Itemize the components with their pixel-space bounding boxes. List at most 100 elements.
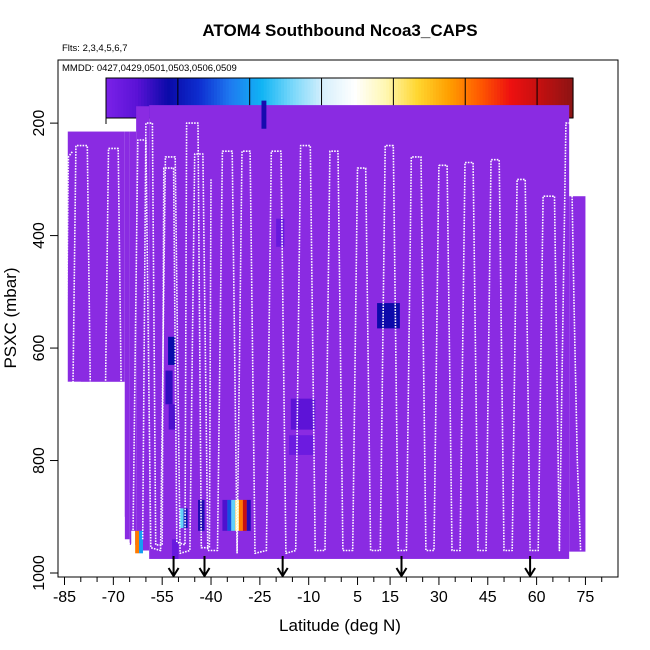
- colorbar-strip: [266, 78, 271, 118]
- colorbar-strip: [213, 78, 218, 118]
- colorbar-strip: [543, 78, 548, 118]
- hot-spot-cell: [179, 508, 184, 529]
- down-arrow-head: [167, 567, 180, 577]
- colorbar-strip: [173, 78, 177, 118]
- flight-profile-line: [141, 122, 212, 549]
- colorbar-strip: [281, 78, 285, 118]
- colorbar-strip: [146, 78, 151, 118]
- colorbar-strip: [292, 78, 297, 118]
- colorbar-strip: [351, 78, 355, 118]
- anomaly-cell: [171, 539, 179, 559]
- colorbar-strip: [202, 78, 206, 118]
- colorbar-strip: [240, 78, 244, 118]
- colorbar-strip: [485, 78, 489, 118]
- x-tick-label: -55: [151, 589, 174, 606]
- colorbar-strip: [263, 78, 268, 118]
- anomaly-cell: [165, 370, 173, 405]
- colorbar-strip: [228, 78, 233, 118]
- colorbar-strip: [324, 78, 329, 118]
- colorbar-strip: [427, 78, 431, 118]
- colorbar-strip: [383, 78, 387, 118]
- colorbar-strip: [514, 78, 519, 118]
- colorbar-strip: [348, 78, 352, 118]
- colorbar-strip: [225, 78, 230, 118]
- colorbar-strip: [304, 78, 308, 118]
- y-tick-label: 400: [31, 222, 48, 249]
- colorbar-strip: [190, 78, 195, 118]
- colorbar-strip: [275, 78, 279, 118]
- colorbar-strip: [502, 78, 507, 118]
- curtain-block: [136, 106, 150, 551]
- colorbar-strip: [345, 78, 349, 118]
- anomaly-cell: [289, 435, 314, 455]
- hot-spot-cell: [227, 499, 232, 531]
- colorbar-strip: [123, 78, 128, 118]
- x-tick-label: 45: [479, 589, 497, 606]
- colorbar-strip: [167, 78, 171, 118]
- colorbar-strip: [476, 78, 481, 118]
- colorbar-strip: [520, 78, 524, 118]
- colorbar-strip: [561, 78, 565, 118]
- flight-profile-line: [70, 139, 238, 555]
- colorbar-strip: [567, 78, 571, 118]
- x-axis-label: Latitude (deg N): [279, 616, 401, 635]
- missing-data-gap: [103, 488, 114, 554]
- curtain-block: [67, 131, 125, 382]
- colorbar-strip: [187, 78, 192, 118]
- colorbar-strip: [143, 78, 148, 118]
- x-tick-label: 75: [577, 589, 595, 606]
- colorbar-strip: [295, 78, 300, 118]
- colorbar-strip: [444, 78, 449, 118]
- colorbar-strip: [111, 78, 116, 118]
- colorbar-strip: [216, 78, 221, 118]
- colorbar-strip: [269, 78, 273, 118]
- colorbar-strip: [141, 78, 145, 118]
- colorbar-strip: [138, 78, 142, 118]
- anomaly-cell: [261, 100, 267, 129]
- colorbar-strip: [211, 78, 215, 118]
- anomaly-cell: [168, 336, 176, 365]
- colorbar-strip: [555, 78, 560, 118]
- colorbar-strip: [155, 78, 160, 118]
- colorbar-strip: [251, 78, 256, 118]
- colorbar-strip: [546, 78, 551, 118]
- colorbar-strip: [161, 78, 165, 118]
- colorbar-strip: [394, 78, 399, 118]
- plot-frame: [57, 59, 619, 578]
- x-tick-label: -85: [53, 589, 76, 606]
- colorbar-strip: [126, 78, 130, 118]
- colorbar-strip: [149, 78, 154, 118]
- colorbar-strip: [222, 78, 227, 118]
- colorbar-strip: [208, 78, 212, 118]
- colorbar-strip: [330, 78, 335, 118]
- colorbar-strip: [435, 78, 440, 118]
- missing-data-gap: [93, 449, 104, 554]
- colorbar-strip: [108, 78, 113, 118]
- hot-spot-cell: [242, 499, 247, 531]
- plot-content: [65, 100, 586, 577]
- hot-spot-cell: [231, 499, 236, 531]
- colorbar-strip: [564, 78, 568, 118]
- y-tick-label: 600: [31, 335, 48, 362]
- colorbar-strip: [429, 78, 434, 118]
- colorbar-strip: [106, 78, 110, 118]
- colorbar-strip: [129, 78, 133, 118]
- colorbar-strip: [219, 78, 224, 118]
- colorbar-strip: [272, 78, 276, 118]
- colorbar-strip: [307, 78, 311, 118]
- colorbar-strip: [470, 78, 475, 118]
- colorbar-strip: [260, 78, 265, 118]
- colorbar-strip: [467, 78, 472, 118]
- colorbar-strip: [231, 78, 236, 118]
- missing-data-gap: [124, 542, 130, 554]
- colorbar-strip: [517, 78, 522, 118]
- colorbar-strip: [494, 78, 498, 118]
- colorbar-strip: [552, 78, 557, 118]
- colorbar-strip: [488, 78, 492, 118]
- colorbar-strip: [406, 78, 411, 118]
- x-tick-label: -25: [248, 589, 271, 606]
- anomaly-cell: [168, 404, 176, 430]
- colorbar-strip: [389, 78, 393, 118]
- colorbar-strip: [284, 78, 288, 118]
- colorbar-strip: [301, 78, 306, 118]
